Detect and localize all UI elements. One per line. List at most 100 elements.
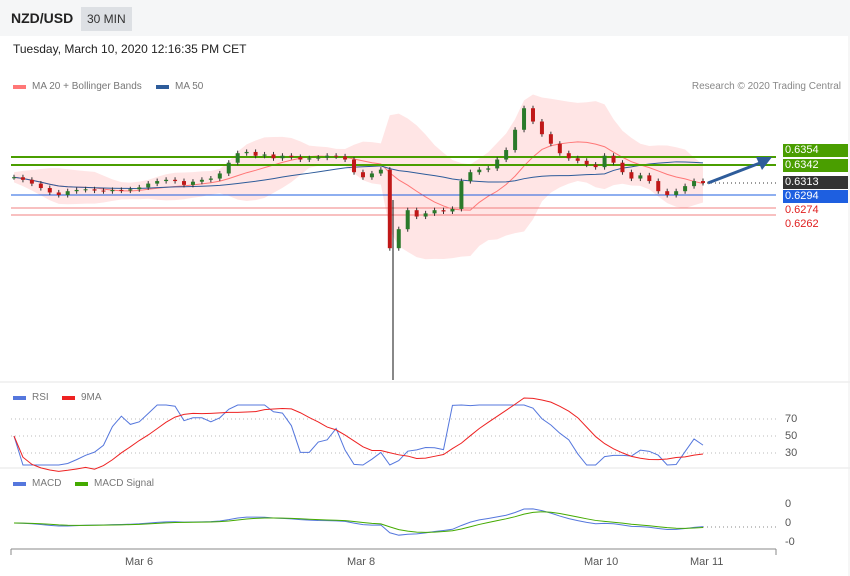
legend-ma50: MA 50 <box>156 81 203 92</box>
macd-level: 0 <box>785 498 792 510</box>
candle <box>262 154 267 156</box>
candle <box>56 192 61 195</box>
x-tick-label: Mar 10 <box>584 556 619 568</box>
candle <box>530 108 535 122</box>
ma50-line <box>13 161 704 189</box>
candle <box>47 188 52 193</box>
candle <box>414 210 419 217</box>
candle <box>29 179 34 184</box>
candle <box>450 208 455 212</box>
candle <box>656 181 661 192</box>
candle <box>334 155 339 157</box>
candle <box>253 151 258 156</box>
candle <box>164 179 169 182</box>
rsi-level-30: 30 <box>785 447 798 459</box>
legend-rsi-ma: 9MA <box>62 392 102 403</box>
candle <box>146 183 151 188</box>
ma20-swatch <box>13 84 26 89</box>
candle <box>459 181 464 209</box>
macd-level: -0 <box>785 536 795 548</box>
candle <box>155 181 160 184</box>
candle <box>468 172 473 182</box>
candle <box>343 156 348 160</box>
candle <box>369 173 374 178</box>
price-label-current: 0.6313 <box>783 176 848 189</box>
candle <box>602 155 607 168</box>
legend-label: MACD Signal <box>94 478 155 489</box>
timeframe-button[interactable]: 30 MIN <box>81 7 132 31</box>
candle <box>548 134 553 144</box>
legend-macd: MACD <box>13 478 61 489</box>
candle <box>271 154 276 159</box>
candle <box>486 168 491 170</box>
candle <box>280 155 285 159</box>
candle <box>575 158 580 161</box>
candle <box>74 189 79 192</box>
ma20-line <box>13 141 704 211</box>
candle <box>441 210 446 212</box>
candle <box>360 172 365 178</box>
legend-label: MA 50 <box>175 81 204 92</box>
candle <box>101 190 106 192</box>
candle <box>674 191 679 195</box>
signal-swatch <box>75 481 88 486</box>
candle <box>352 159 357 173</box>
legend-macd-signal: MACD Signal <box>75 478 154 489</box>
header-bar: NZD/USD 30 MIN <box>0 0 850 36</box>
rsi-swatch <box>13 395 26 400</box>
candle <box>307 158 312 160</box>
candle <box>12 177 16 179</box>
candle <box>423 213 428 217</box>
candle <box>298 157 303 160</box>
candle <box>128 189 133 191</box>
candle <box>38 183 43 189</box>
forecast-arrow-head <box>756 157 772 170</box>
rsi-line <box>13 404 704 466</box>
candle <box>701 181 705 183</box>
price-label-support: 0.6294 <box>783 190 848 203</box>
candle <box>83 189 88 191</box>
candle <box>629 172 634 179</box>
legend-label: MACD <box>32 478 62 489</box>
candle <box>244 151 249 154</box>
candle <box>110 189 115 192</box>
candle <box>647 175 652 182</box>
candle <box>173 179 178 182</box>
bollinger-band <box>14 94 703 260</box>
candle <box>235 153 240 163</box>
candle <box>495 159 500 169</box>
x-tick-label: Mar 6 <box>125 556 154 568</box>
candle <box>226 162 231 174</box>
legend-label: MA 20 + Bollinger Bands <box>32 81 142 92</box>
rsi-ma-swatch <box>62 395 75 400</box>
candle <box>65 191 70 195</box>
candle <box>217 173 222 179</box>
price-label-r2: 0.6342 <box>783 159 848 172</box>
candle <box>387 169 392 249</box>
candle <box>137 187 142 190</box>
candle <box>405 210 410 230</box>
copyright: Research © 2020 Trading Central <box>691 81 841 92</box>
rsi-level-70: 70 <box>785 413 798 425</box>
candle <box>208 178 213 180</box>
symbol-title: NZD/USD <box>11 10 74 26</box>
macd-level: 0 <box>785 517 792 529</box>
legend-rsi: RSI <box>13 392 49 403</box>
legend-ma20: MA 20 + Bollinger Bands <box>13 81 142 92</box>
price-label-resistance: 0.6354 <box>783 144 848 157</box>
macd-signal-line <box>13 511 704 533</box>
candle <box>316 157 321 159</box>
candle <box>92 189 97 191</box>
candle <box>119 189 124 191</box>
candle <box>289 155 294 157</box>
macd-swatch <box>13 481 26 486</box>
price-label-s2: 0.6262 <box>785 218 819 230</box>
candle <box>638 175 643 179</box>
candle <box>513 129 518 151</box>
legend-label: RSI <box>32 392 49 403</box>
candle <box>683 186 688 192</box>
legend-label: 9MA <box>81 392 102 403</box>
candle <box>665 191 670 195</box>
candle <box>557 143 562 154</box>
